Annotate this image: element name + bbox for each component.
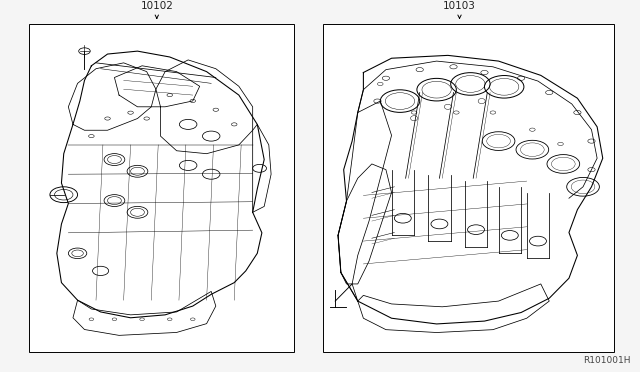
Bar xyxy=(323,24,614,352)
Bar xyxy=(29,24,294,352)
Text: 10102: 10102 xyxy=(140,1,173,11)
Text: 10103: 10103 xyxy=(443,1,476,11)
Text: R101001H: R101001H xyxy=(583,356,630,365)
